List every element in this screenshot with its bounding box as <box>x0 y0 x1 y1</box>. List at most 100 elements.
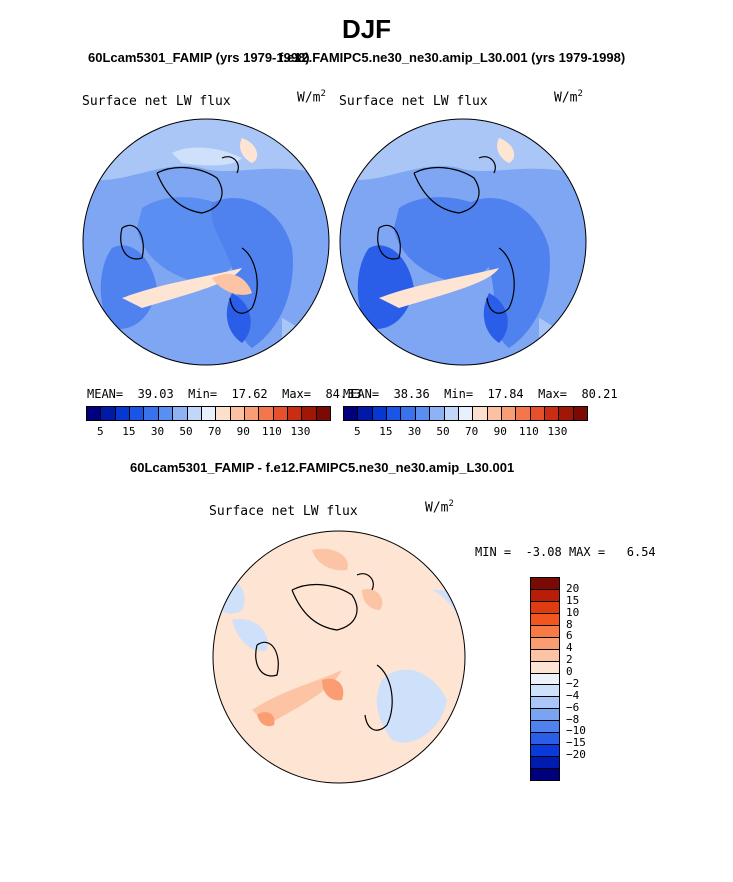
diff-variable-label: Surface net LW flux <box>209 504 358 519</box>
colorbar-tick-label: −4 <box>566 688 580 702</box>
colorbar-swatch <box>201 407 217 420</box>
colorbar-swatch <box>130 407 145 420</box>
diff-polar-map <box>212 530 466 784</box>
colorbar-swatch <box>358 407 373 420</box>
panel1-case-title: 60Lcam5301_FAMIP (yrs 1979-1998) <box>88 50 310 65</box>
panel2-stats: MEAN= 38.36 Min= 17.84 Max= 80.21 <box>343 387 618 401</box>
diff-units: W/m2 <box>425 499 454 516</box>
colorbar-tick-label: −8 <box>566 712 580 726</box>
colorbar-swatch <box>559 407 574 420</box>
colorbar-swatch <box>531 578 559 590</box>
colorbar-swatch <box>387 407 402 420</box>
colorbar-swatch <box>187 407 202 420</box>
colorbar-swatch <box>401 407 416 420</box>
colorbar-tick-label: 130 <box>547 425 568 438</box>
panel2-units: W/m2 <box>554 89 583 106</box>
colorbar-swatch <box>216 407 231 420</box>
panel2-case-title: f.e12.FAMIPC5.ne30_ne30.amip_L30.001 (yr… <box>279 50 626 65</box>
panel1-units: W/m2 <box>297 89 326 106</box>
colorbar-swatch <box>531 769 559 780</box>
colorbar-tick-label: 110 <box>261 425 282 438</box>
colorbar-swatch <box>87 407 102 420</box>
colorbar-swatch <box>316 407 331 420</box>
colorbar-swatch <box>444 407 459 420</box>
panel1-stats: MEAN= 39.03 Min= 17.62 Max= 84.33 <box>87 387 362 401</box>
colorbar-swatch <box>430 407 445 420</box>
colorbar-swatch <box>516 407 531 420</box>
colorbar-tick-label: 8 <box>566 617 573 631</box>
diff-stats: MIN = -3.08 MAX = 6.54 <box>475 545 656 559</box>
panel2-colorbar <box>343 406 588 421</box>
colorbar-tick-label: −6 <box>566 700 580 714</box>
colorbar-tick-label: 2 <box>566 653 573 667</box>
colorbar-swatch <box>531 661 559 674</box>
colorbar-swatch <box>244 407 260 420</box>
colorbar-swatch <box>344 407 359 420</box>
colorbar-swatch <box>158 407 174 420</box>
colorbar-swatch <box>288 407 303 420</box>
colorbar-tick-label: 15 <box>122 425 136 438</box>
colorbar-swatch <box>531 733 559 746</box>
colorbar-tick-label: 20 <box>566 581 580 595</box>
colorbar-swatch <box>531 757 559 769</box>
colorbar-tick-label: 70 <box>465 425 479 438</box>
colorbar-tick-label: −20 <box>566 748 586 762</box>
panel2-polar-map <box>339 118 587 366</box>
panel1-colorbar <box>86 406 331 421</box>
colorbar-tick-label: 110 <box>518 425 539 438</box>
colorbar-swatch <box>487 407 502 420</box>
colorbar-swatch <box>531 649 559 662</box>
colorbar-swatch <box>372 407 388 420</box>
colorbar-swatch <box>531 721 559 734</box>
colorbar-swatch <box>531 589 559 602</box>
colorbar-tick-label: 15 <box>379 425 393 438</box>
diff-colorbar <box>530 577 560 781</box>
colorbar-tick-label: 5 <box>96 425 104 438</box>
colorbar-tick-label: 15 <box>566 593 580 607</box>
colorbar-swatch <box>273 407 289 420</box>
colorbar-swatch <box>531 637 559 650</box>
colorbar-swatch <box>115 407 131 420</box>
colorbar-tick-label: 70 <box>208 425 222 438</box>
colorbar-tick-label: 90 <box>493 425 507 438</box>
colorbar-tick-label: 10 <box>566 605 580 619</box>
colorbar-tick-label: 0 <box>566 665 573 679</box>
diff-title: 60Lcam5301_FAMIP - f.e12.FAMIPC5.ne30_ne… <box>130 460 515 475</box>
season-title: DJF <box>341 14 392 44</box>
colorbar-swatch <box>501 407 517 420</box>
colorbar-swatch <box>531 613 559 626</box>
colorbar-swatch <box>531 685 559 698</box>
colorbar-tick-label: 30 <box>150 425 165 438</box>
colorbar-swatch <box>173 407 188 420</box>
colorbar-tick-label: 6 <box>566 629 573 643</box>
colorbar-swatch <box>530 407 546 420</box>
colorbar-tick-label: −15 <box>566 736 586 750</box>
colorbar-tick-label: 30 <box>407 425 422 438</box>
colorbar-swatch <box>144 407 159 420</box>
colorbar-tick-label: 50 <box>436 425 450 438</box>
panel1-variable-label: Surface net LW flux <box>82 94 231 109</box>
colorbar-swatch <box>531 745 559 758</box>
colorbar-tick-label: −10 <box>566 724 586 738</box>
colorbar-tick-label: 5 <box>353 425 361 438</box>
panel1-polar-map <box>82 118 330 366</box>
colorbar-swatch <box>259 407 274 420</box>
colorbar-swatch <box>458 407 474 420</box>
colorbar-swatch <box>415 407 431 420</box>
colorbar-tick-label: 50 <box>179 425 193 438</box>
colorbar-swatch <box>531 709 559 722</box>
colorbar-swatch <box>531 625 559 638</box>
colorbar-swatch <box>473 407 488 420</box>
colorbar-tick-label: −2 <box>566 676 580 690</box>
colorbar-swatch <box>101 407 116 420</box>
colorbar-tick-label: 4 <box>566 641 573 655</box>
colorbar-tick-label: 130 <box>290 425 311 438</box>
colorbar-swatch <box>573 407 588 420</box>
colorbar-swatch <box>230 407 245 420</box>
colorbar-swatch <box>302 407 317 420</box>
colorbar-swatch <box>531 697 559 710</box>
colorbar-swatch <box>531 601 559 614</box>
panel2-variable-label: Surface net LW flux <box>339 94 488 109</box>
colorbar-tick-label: 90 <box>236 425 250 438</box>
